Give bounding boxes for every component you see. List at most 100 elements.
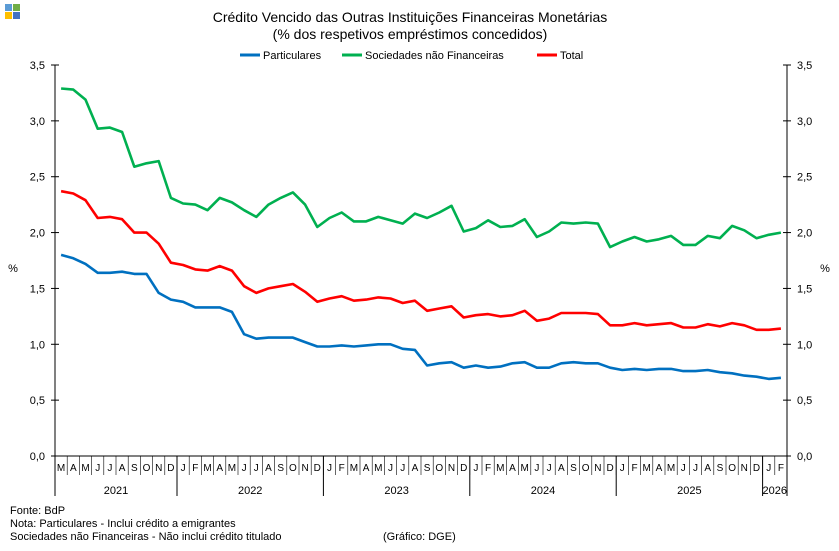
month-label: D	[606, 463, 613, 474]
month-label: N	[741, 463, 748, 474]
y-tick-label-left: 3,0	[30, 116, 45, 128]
month-label: N	[301, 463, 308, 474]
month-label: S	[717, 463, 724, 474]
month-label: D	[460, 463, 467, 474]
month-label: O	[289, 463, 297, 474]
y-tick-label-left: 0,0	[30, 451, 45, 463]
month-label: J	[254, 463, 259, 474]
month-label: J	[400, 463, 405, 474]
month-label: D	[314, 463, 321, 474]
y-tick-label-left: 2,0	[30, 228, 45, 240]
series-line-particulares	[60, 253, 782, 381]
month-label: N	[594, 463, 601, 474]
graphic-credit: (Gráfico: DGE)	[383, 531, 456, 543]
month-label: J	[327, 463, 332, 474]
month-label: J	[107, 463, 112, 474]
month-label: A	[119, 463, 126, 474]
year-label: 2022	[238, 485, 262, 497]
y-axis-label-left: %	[8, 263, 18, 275]
month-label: J	[620, 463, 625, 474]
month-label: F	[339, 463, 345, 474]
logo-icon	[5, 4, 21, 20]
month-label: N	[448, 463, 455, 474]
month-label: S	[424, 463, 431, 474]
y-tick-label-left: 3,5	[30, 60, 45, 72]
y-tick-label-left: 0,5	[30, 395, 45, 407]
month-label: S	[277, 463, 284, 474]
y-tick-label-right: 3,5	[797, 60, 812, 72]
y-tick-label-left: 1,5	[30, 283, 45, 295]
month-label: A	[412, 463, 419, 474]
month-label: J	[693, 463, 698, 474]
y-tick-label-left: 1,0	[30, 339, 45, 351]
month-label: O	[582, 463, 590, 474]
month-label: M	[203, 463, 211, 474]
month-label: A	[363, 463, 370, 474]
month-label: M	[81, 463, 89, 474]
y-tick-label-right: 1,0	[797, 339, 812, 351]
legend-label: Sociedades não Financeiras	[365, 50, 504, 62]
legend-label: Total	[560, 50, 583, 62]
month-label: A	[656, 463, 663, 474]
month-label: J	[242, 463, 247, 474]
legend-label: Particulares	[263, 50, 322, 62]
month-label: J	[473, 463, 478, 474]
month-label: J	[95, 463, 100, 474]
month-label: F	[485, 463, 491, 474]
year-label: 2024	[531, 485, 555, 497]
month-label: J	[681, 463, 686, 474]
y-tick-label-right: 0,5	[797, 395, 812, 407]
year-label: 2025	[677, 485, 701, 497]
year-label: 2023	[384, 485, 408, 497]
month-label: M	[350, 463, 358, 474]
month-label: F	[631, 463, 637, 474]
y-tick-label-right: 3,0	[797, 116, 812, 128]
month-label: M	[228, 463, 236, 474]
month-label: M	[643, 463, 651, 474]
month-label: M	[374, 463, 382, 474]
month-label: J	[388, 463, 393, 474]
note-sociedades: Sociedades não Financeiras - Não inclui …	[10, 531, 282, 543]
note-particulares: Nota: Particulares - Inclui crédito a em…	[10, 518, 236, 530]
month-label: O	[728, 463, 736, 474]
month-label: A	[265, 463, 272, 474]
month-label: J	[181, 463, 186, 474]
month-label: A	[70, 463, 77, 474]
month-label: M	[667, 463, 675, 474]
month-label: M	[496, 463, 504, 474]
month-label: M	[521, 463, 529, 474]
legend: Particulares Sociedades não Financeiras To…	[240, 50, 583, 62]
month-label: J	[547, 463, 552, 474]
month-label: D	[753, 463, 760, 474]
y-tick-label-right: 1,5	[797, 283, 812, 295]
month-label: A	[704, 463, 711, 474]
source-note: Fonte: BdP	[10, 505, 66, 517]
y-tick-label-left: 2,5	[30, 172, 45, 184]
month-label: D	[167, 463, 174, 474]
chart-subtitle: (% dos respetivos empréstimos concedidos…	[273, 26, 548, 42]
month-label: S	[131, 463, 138, 474]
month-label: A	[216, 463, 223, 474]
y-tick-label-right: 0,0	[797, 451, 812, 463]
y-tick-label-right: 2,0	[797, 228, 812, 240]
month-label: S	[570, 463, 577, 474]
month-label: O	[435, 463, 443, 474]
month-label: J	[534, 463, 539, 474]
notes: Fonte: BdP Nota: Particulares - Inclui c…	[10, 505, 282, 544]
y-axis-label-right: %	[820, 263, 830, 275]
month-label: F	[778, 463, 784, 474]
year-label: 2021	[104, 485, 128, 497]
month-label: F	[192, 463, 198, 474]
month-label: M	[57, 463, 65, 474]
series-line-total	[60, 189, 782, 332]
month-label: A	[558, 463, 565, 474]
series-line-sociedades-n-o-financeiras	[60, 87, 782, 249]
month-label: J	[766, 463, 771, 474]
month-label: O	[143, 463, 151, 474]
chart-title: Crédito Vencido das Outras Instituições …	[213, 9, 608, 25]
y-tick-label-right: 2,5	[797, 172, 812, 184]
year-label: 2026	[763, 485, 787, 497]
month-label: N	[155, 463, 162, 474]
